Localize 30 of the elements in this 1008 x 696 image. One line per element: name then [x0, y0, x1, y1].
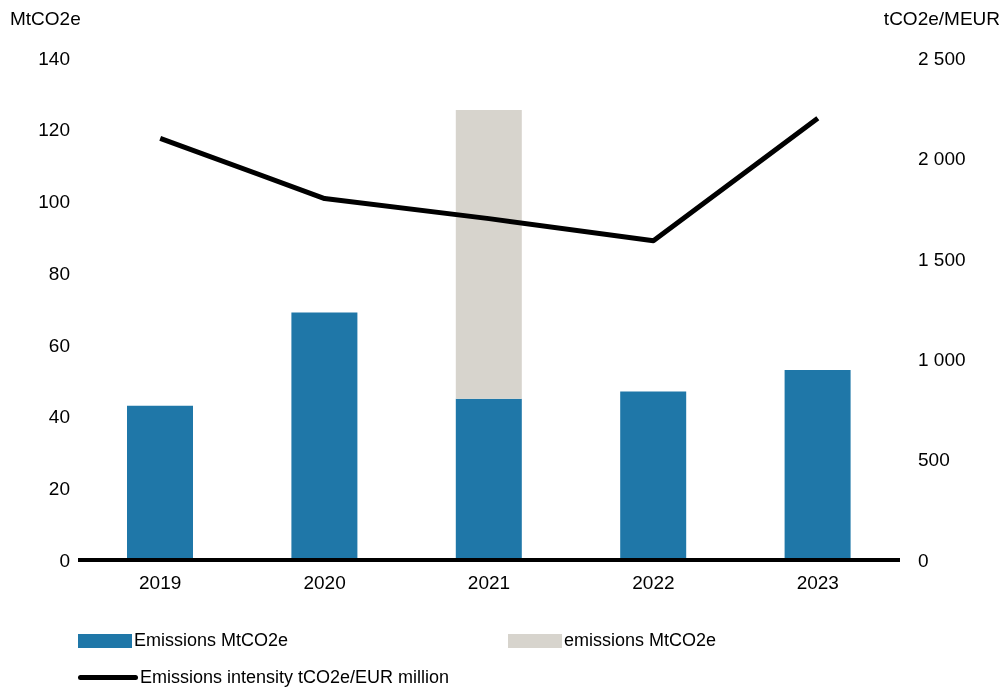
- x-tick-label: 2023: [796, 572, 839, 594]
- x-tick-label: 2020: [303, 572, 346, 594]
- y2-tick-label: 1 500: [918, 248, 966, 270]
- y2-tick-label: 2 500: [918, 47, 966, 69]
- x-tick-label: 2019: [139, 572, 182, 594]
- y-tick-label: 40: [48, 406, 70, 428]
- legend-label: Emissions intensity tCO2e/EUR million: [140, 667, 450, 688]
- y-tick-label: 0: [59, 549, 70, 571]
- x-tick-label: 2021: [467, 572, 511, 594]
- legend-label: emissions MtCO2e: [564, 630, 717, 651]
- y-tick-label: 20: [48, 478, 70, 500]
- legend-label: Emissions MtCO2e: [134, 630, 289, 651]
- bar: [127, 405, 193, 560]
- x-tick-label: 2022: [632, 572, 675, 594]
- y-tick-label: 120: [38, 119, 70, 141]
- bar: [455, 398, 522, 560]
- bar: [784, 369, 851, 560]
- y2-tick-label: 1 000: [918, 348, 966, 370]
- y-tick-label: 60: [48, 334, 70, 356]
- y2-tick-label: 0: [918, 549, 929, 571]
- y-axis-title: MtCO2e: [10, 8, 81, 31]
- y-tick-label: 100: [38, 191, 70, 213]
- y2-tick-label: 500: [918, 449, 950, 471]
- bar: [455, 109, 522, 399]
- bar: [291, 312, 358, 560]
- y2-axis-title: tCO2e/MEUR: [883, 8, 1000, 31]
- y-tick-label: 80: [48, 262, 70, 284]
- y-tick-label: 140: [38, 47, 70, 69]
- bar: [620, 391, 687, 560]
- y2-tick-label: 2 000: [918, 148, 966, 170]
